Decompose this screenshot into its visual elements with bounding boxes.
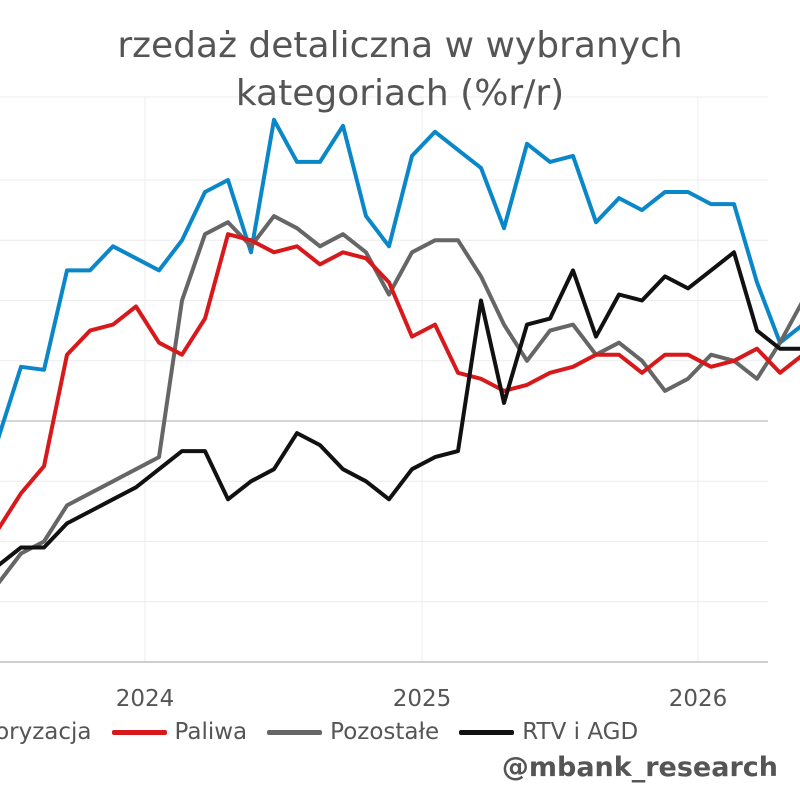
legend-swatch-pozostale — [267, 729, 323, 735]
chart-title: rzedaż detaliczna w wybranych kategoriach… — [0, 22, 800, 118]
chart-title-line: kategoriach (%r/r) — [235, 73, 565, 114]
x-tick-label: 2024 — [116, 686, 175, 712]
watermark-mbank-research: @mbank_research — [501, 752, 778, 783]
legend-label-rtv-agd: RTV i AGD — [522, 719, 639, 745]
legend-item-paliwa: Paliwa — [111, 719, 248, 745]
series-line-pozosta-e — [0, 214, 800, 585]
x-tick-label: 2025 — [393, 686, 452, 712]
gridlines — [0, 96, 768, 662]
chart-title-line: rzedaż detaliczna w wybranych — [117, 25, 683, 66]
legend-item-pozostale: Pozostałe — [267, 719, 439, 745]
legend-label-pozostale: Pozostałe — [330, 719, 440, 745]
legend-item-motoryzacja: otoryzacja — [0, 719, 92, 745]
series-line-otoryzacja — [0, 117, 800, 440]
legend-item-rtv-agd: RTV i AGD — [459, 719, 638, 745]
series-line-rtv-i-agd — [0, 250, 800, 567]
legend-swatch-rtv-agd — [459, 729, 515, 735]
chart-legend: otoryzacja Paliwa Pozostałe RTV i AGD — [0, 714, 658, 750]
legend-label-paliwa: Paliwa — [174, 719, 248, 745]
x-tick-label: 2026 — [669, 686, 728, 712]
series-line-paliwa — [0, 232, 800, 531]
legend-swatch-paliwa — [111, 729, 167, 735]
legend-label-motoryzacja: otoryzacja — [0, 719, 92, 745]
